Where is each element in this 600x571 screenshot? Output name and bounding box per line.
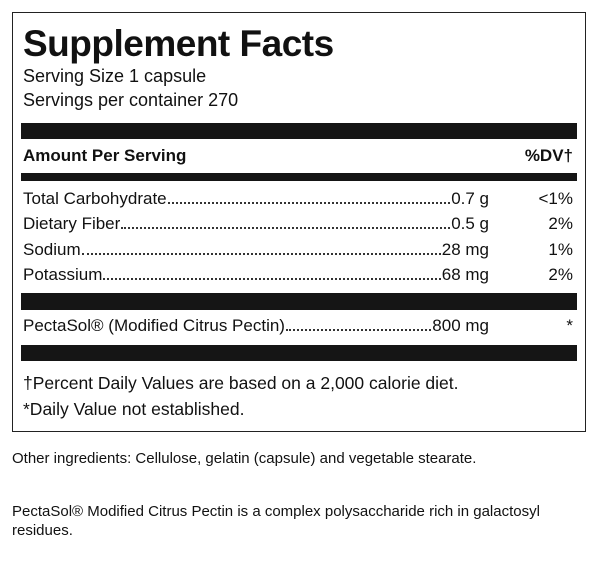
nutrient-row: Sodium 28 mg 1%	[23, 240, 573, 260]
nutrient-row: Potassium 68 mg 2%	[23, 265, 573, 285]
nutrient-row: Dietary Fiber 0.5 g 2%	[23, 214, 573, 234]
dot-leader	[285, 329, 432, 331]
amount: 0.5 g	[451, 214, 489, 234]
dot-leader	[167, 202, 451, 204]
product-note: PectaSol® Modified Citrus Pectin is a co…	[12, 503, 540, 539]
dot-leader	[121, 227, 451, 230]
daily-value: <1%	[538, 189, 574, 208]
daily-value: 2%	[548, 264, 573, 284]
nutrient-name: Total Carbohydrate	[23, 189, 167, 208]
title: Supplement Facts	[23, 23, 334, 64]
footnote: *Daily Value not established.	[23, 399, 245, 419]
nutrient-row: PectaSol® (Modified Citrus Pectin) 800 mg…	[23, 316, 573, 336]
nutrient-name: Dietary Fiber	[23, 214, 121, 234]
divider	[21, 345, 577, 361]
nutrient-row: Total Carbohydrate 0.7 g <1%	[23, 189, 573, 209]
daily-value: *	[566, 316, 573, 335]
daily-value: 2%	[548, 214, 573, 234]
column-header: Amount Per Serving	[23, 146, 187, 165]
table-header: Amount Per Serving %DV†	[23, 146, 573, 166]
divider	[21, 293, 577, 310]
divider	[21, 173, 577, 181]
footnote: †Percent Daily Values are based on a 2,0…	[23, 373, 459, 393]
amount: 68 mg	[441, 264, 489, 284]
dot-leader	[103, 277, 441, 280]
amount: 28 mg	[441, 239, 489, 259]
serving-size: Serving Size 1 capsule	[23, 66, 207, 86]
amount: 800 mg	[432, 316, 489, 335]
amount: 0.7 g	[451, 189, 489, 208]
daily-value: 1%	[548, 239, 573, 259]
nutrient-name: PectaSol® (Modified Citrus Pectin)	[23, 316, 285, 335]
dot-leader	[81, 252, 441, 255]
servings-per-container: Servings per container 270	[23, 90, 239, 110]
nutrient-name: Potassium	[23, 264, 103, 284]
facts-panel: Supplement Facts Serving Size 1 capsule …	[12, 12, 586, 432]
column-header: %DV†	[524, 146, 573, 165]
divider	[21, 123, 577, 139]
other-ingredients: Other ingredients: Cellulose, gelatin (c…	[12, 450, 477, 467]
nutrient-name: Sodium	[23, 239, 81, 259]
